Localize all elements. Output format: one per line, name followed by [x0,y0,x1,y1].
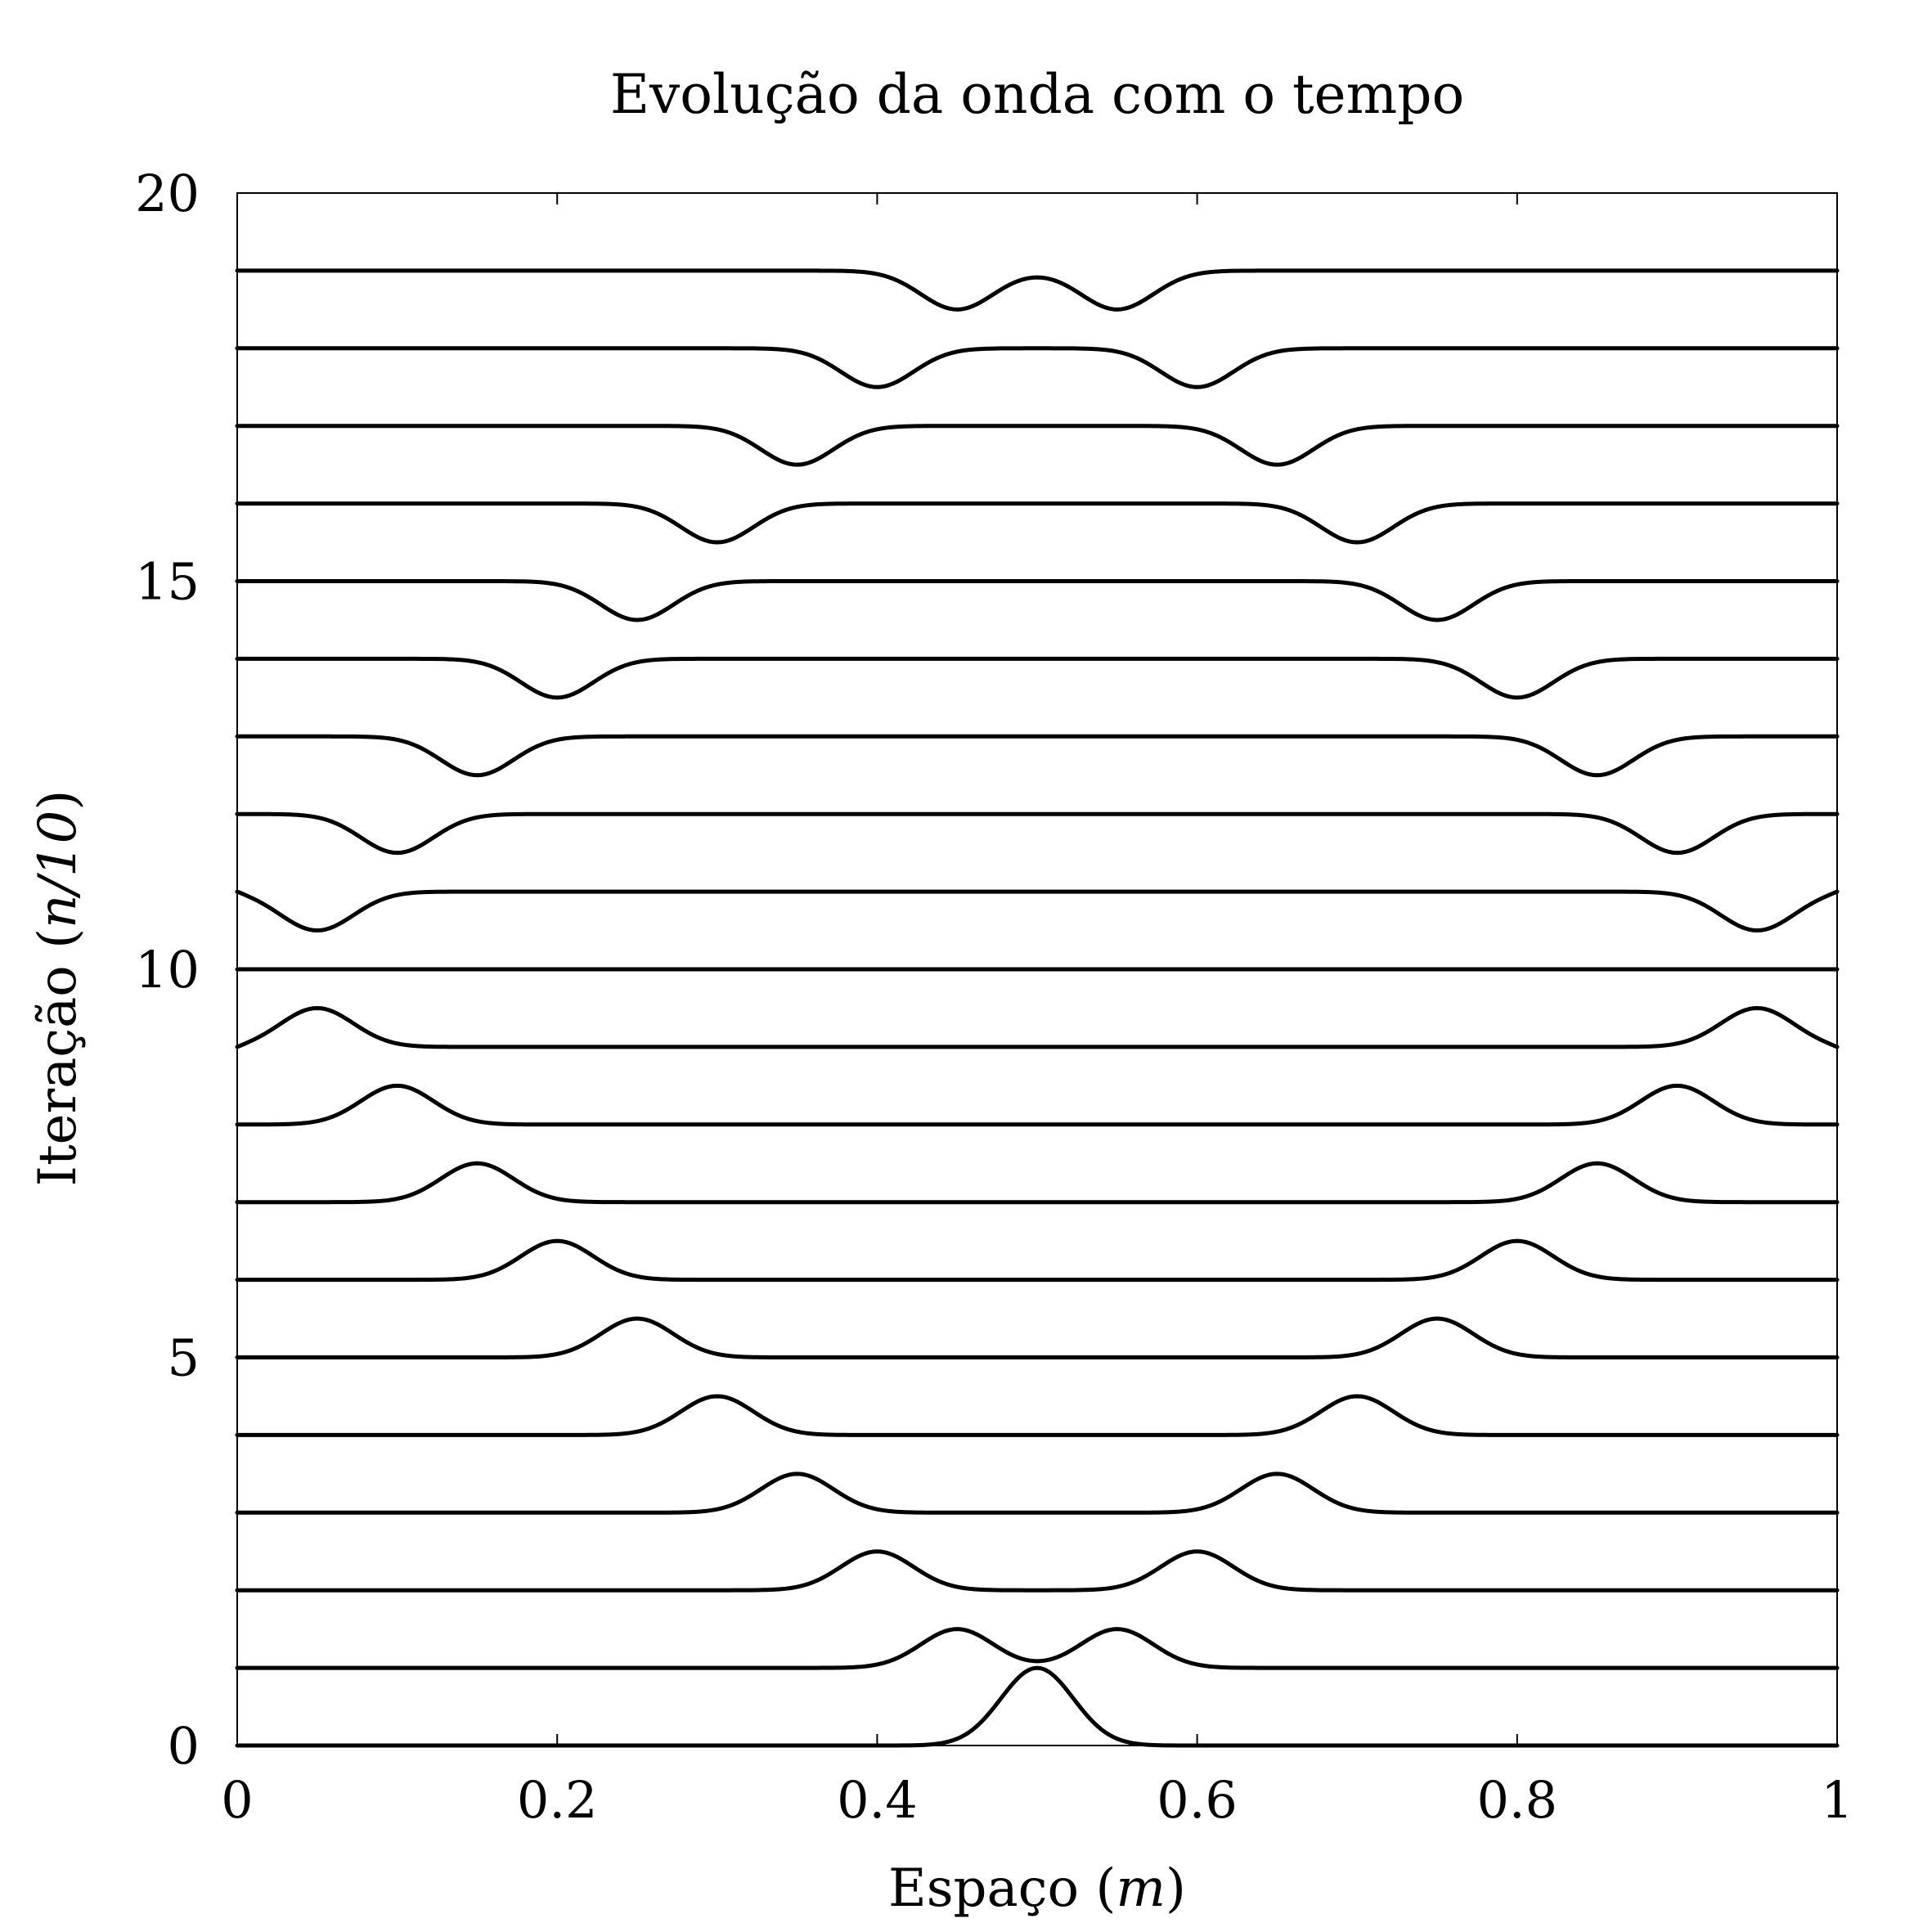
x-axis-label: Espaço (m) [888,1858,1186,1919]
y-axis-label: Iteração (n/10) [28,790,88,1187]
wave-series-iteration-15 [235,579,1840,622]
y-axis-label-text: Iteração [28,965,88,1186]
wave-series-iteration-6 [235,1238,1840,1283]
plot-area [235,192,1840,1748]
x-axis-label-close-paren: ) [1166,1858,1186,1919]
chart-title: Evolução da onda com o tempo [610,63,1464,126]
wave-series-iteration-12 [235,811,1840,856]
y-axis-label-unit: n/10 [28,811,88,928]
y-tick-label: 0 [168,1716,200,1776]
wave-series-iteration-11 [235,889,1840,933]
wave-series-iteration-7 [235,1161,1840,1205]
x-tick-label: 0.2 [517,1770,598,1830]
wave-series-iteration-19 [235,268,1840,312]
wave-series-iteration-14 [235,656,1840,700]
wave-series-iteration-3 [235,1471,1840,1515]
wave-series-iteration-4 [235,1394,1840,1437]
wave-series-iteration-8 [235,1083,1840,1127]
wave-series-iteration-17 [235,424,1840,467]
wave-series-iteration-2 [235,1549,1840,1593]
wave-series-iteration-1 [235,1627,1840,1670]
wave-series-iteration-18 [235,346,1840,389]
wave-series-iteration-9 [235,1005,1840,1049]
x-tick-label: 1 [1821,1770,1853,1830]
y-axis: 0 5 10 15 20 [135,164,1837,1776]
wave-series-iteration-16 [235,501,1840,545]
x-tick-label: 0.4 [837,1770,918,1830]
wave-series-iteration-5 [235,1316,1840,1359]
x-tick-label: 0 [221,1770,253,1830]
y-axis-label-close-paren: ) [28,790,88,811]
x-tick-label: 0.6 [1157,1770,1238,1830]
x-axis-label-unit: m [1116,1858,1166,1919]
x-axis-label-open-paren: ( [1095,1858,1116,1919]
y-tick-label: 5 [168,1328,200,1388]
y-axis-label-open-paren: ( [28,928,88,949]
wave-series-iteration-13 [235,734,1840,778]
x-axis-label-text: Espaço [888,1858,1079,1919]
wave-series-iteration-0 [235,1665,1840,1748]
y-tick-label: 15 [135,552,200,612]
y-tick-label: 20 [135,164,200,223]
x-axis: 0 0.2 0.4 0.6 0.8 1 [221,193,1853,1830]
x-tick-label: 0.8 [1476,1770,1557,1830]
y-tick-label: 10 [135,940,200,1000]
